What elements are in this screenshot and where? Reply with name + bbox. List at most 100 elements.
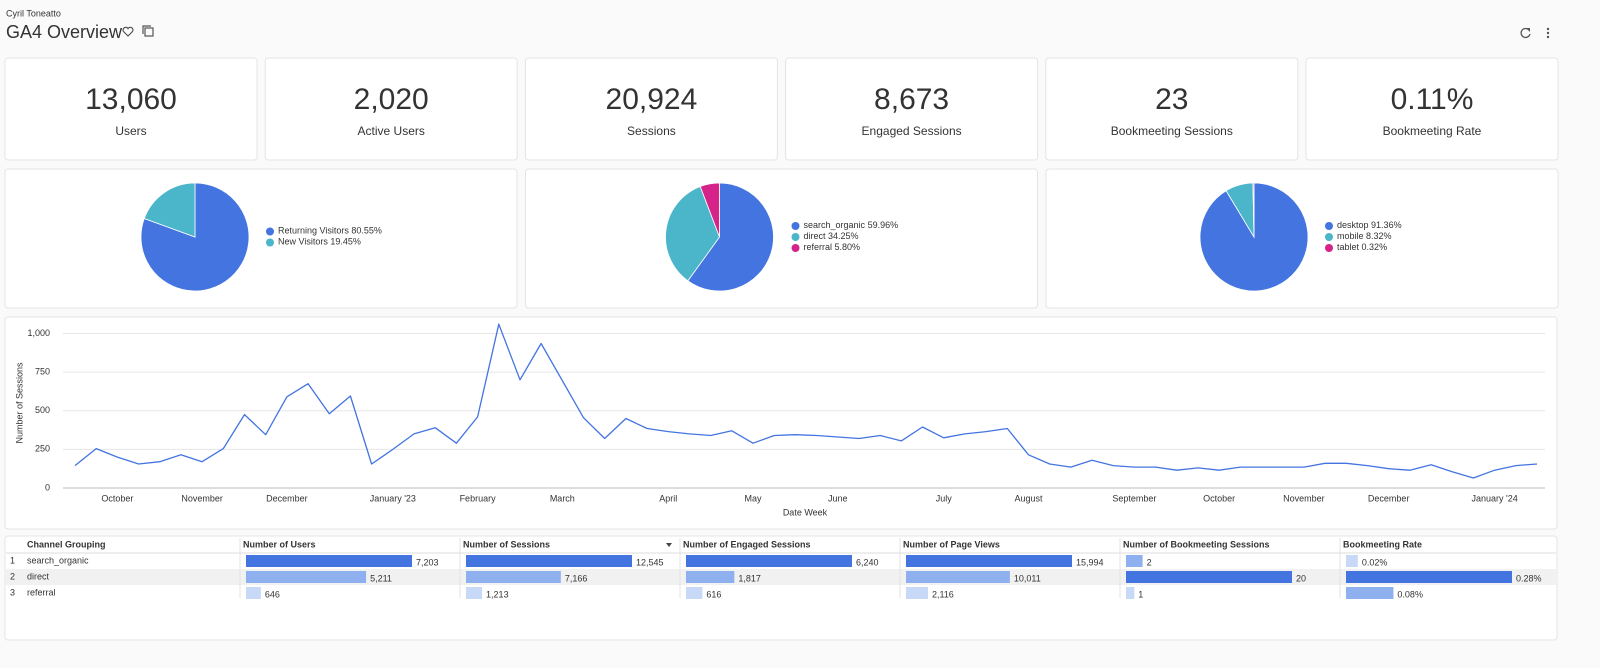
line-chart-card — [4, 316, 1558, 530]
table-bar — [1126, 555, 1143, 567]
legend-entry: desktop 91.36% — [1337, 220, 1402, 230]
x-tick-label: July — [936, 493, 953, 503]
y-tick-label: 1,000 — [27, 328, 50, 338]
table-bar — [906, 587, 928, 599]
kpi-card — [1045, 57, 1299, 161]
report-title: GA4 Overview — [6, 22, 123, 42]
table-bar — [466, 587, 483, 599]
legend-label: desktop — [1337, 220, 1369, 230]
cell-value: 0.08% — [1397, 589, 1423, 599]
table-bar — [686, 587, 703, 599]
table-bar — [466, 555, 632, 567]
table-bar — [1346, 571, 1512, 583]
table-bar — [686, 571, 735, 583]
kpi-label: Bookmeeting Sessions — [1111, 124, 1233, 138]
cell-value: 15,994 — [1076, 557, 1104, 567]
table-bar — [906, 555, 1072, 567]
cell-value: 1,817 — [738, 573, 761, 583]
column-header: Number of Users — [243, 539, 316, 549]
x-axis-title: Date Week — [783, 507, 828, 517]
table-bar — [686, 555, 852, 567]
x-tick-label: March — [550, 493, 575, 503]
pie-slice — [1199, 182, 1309, 292]
x-tick-label: December — [1368, 493, 1410, 503]
kpi-card — [524, 57, 778, 161]
column-header: Channel Grouping — [27, 539, 106, 549]
table-bar — [246, 571, 367, 583]
legend-entry: mobile 8.32% — [1337, 231, 1392, 241]
pie-slice — [687, 182, 774, 292]
cell-value: 6,240 — [856, 557, 879, 567]
legend-value: 59.96% — [868, 220, 899, 230]
cell-value: 0.28% — [1516, 573, 1542, 583]
legend-label: search_organic — [804, 220, 866, 230]
legend-label: mobile — [1337, 231, 1364, 241]
legend-entry: tablet 0.32% — [1337, 242, 1387, 252]
x-tick-label: February — [460, 493, 497, 503]
table-bar — [246, 555, 412, 567]
kpi-card — [4, 57, 258, 161]
column-header: Number of Engaged Sessions — [683, 539, 811, 549]
x-tick-label: September — [1112, 493, 1156, 503]
copy-icon[interactable] — [142, 25, 154, 37]
x-tick-label: January '24 — [1471, 493, 1517, 503]
y-tick-label: 0 — [45, 482, 50, 492]
table-bar — [1346, 555, 1358, 567]
legend-swatch — [791, 222, 800, 230]
x-tick-label: June — [828, 493, 848, 503]
row-index: 3 — [10, 587, 15, 597]
legend-swatch — [266, 227, 274, 236]
copy-icon-back — [142, 25, 151, 34]
sort-indicator[interactable] — [666, 543, 672, 547]
refresh-arrow — [1526, 28, 1530, 32]
legend-entry: direct 34.25% — [804, 231, 859, 241]
pie-slice — [699, 182, 720, 238]
x-tick-label: May — [745, 493, 763, 503]
legend-label: Returning Visitors — [278, 226, 349, 236]
y-tick-label: 750 — [35, 366, 50, 376]
menu-dot — [1546, 27, 1550, 31]
kpi-value: 0.11% — [1391, 83, 1474, 116]
legend-entry: referral 5.80% — [804, 242, 861, 252]
kpi-card — [785, 57, 1039, 161]
kpi-value: 13,060 — [85, 83, 177, 116]
channel-name: referral — [27, 587, 56, 597]
legend-entry: search_organic 59.96% — [804, 220, 899, 230]
favorite-icon[interactable] — [122, 26, 134, 37]
legend-value: 19.45% — [330, 237, 361, 247]
legend-swatch — [1325, 222, 1333, 230]
row-index: 1 — [10, 555, 15, 565]
legend-label: referral — [804, 242, 833, 252]
cell-value: 1,213 — [486, 589, 509, 599]
legend-entry: Returning Visitors 80.55% — [278, 226, 382, 236]
table-bar — [906, 571, 1010, 583]
legend-swatch — [1325, 244, 1333, 252]
legend-label: direct — [804, 231, 827, 241]
pie-card — [4, 168, 518, 309]
x-tick-label: January '23 — [370, 493, 416, 503]
cell-value: 20 — [1296, 573, 1306, 583]
menu-dot — [1546, 35, 1550, 39]
x-tick-label: October — [1203, 493, 1235, 503]
kpi-label: Sessions — [627, 124, 676, 138]
column-header: Bookmeeting Rate — [1343, 539, 1422, 549]
pie-slice — [143, 182, 196, 238]
legend-swatch — [791, 244, 800, 252]
legend-label: New Visitors — [278, 237, 328, 247]
cell-value: 616 — [706, 589, 721, 599]
kpi-card — [1305, 57, 1559, 161]
column-header: Number of Sessions — [463, 539, 550, 549]
table-bar — [246, 587, 261, 599]
table-row-stripe — [6, 569, 1556, 585]
y-axis-title: Number of Sessions — [14, 362, 24, 444]
refresh-icon[interactable] — [1520, 27, 1531, 39]
cell-value: 12,545 — [636, 557, 664, 567]
x-tick-label: December — [266, 493, 308, 503]
menu-icon[interactable] — [1546, 27, 1550, 39]
column-header: Number of Bookmeeting Sessions — [1123, 539, 1270, 549]
channel-name: search_organic — [27, 555, 89, 565]
cell-value: 0.02% — [1362, 557, 1388, 567]
table-bar — [1126, 587, 1135, 599]
